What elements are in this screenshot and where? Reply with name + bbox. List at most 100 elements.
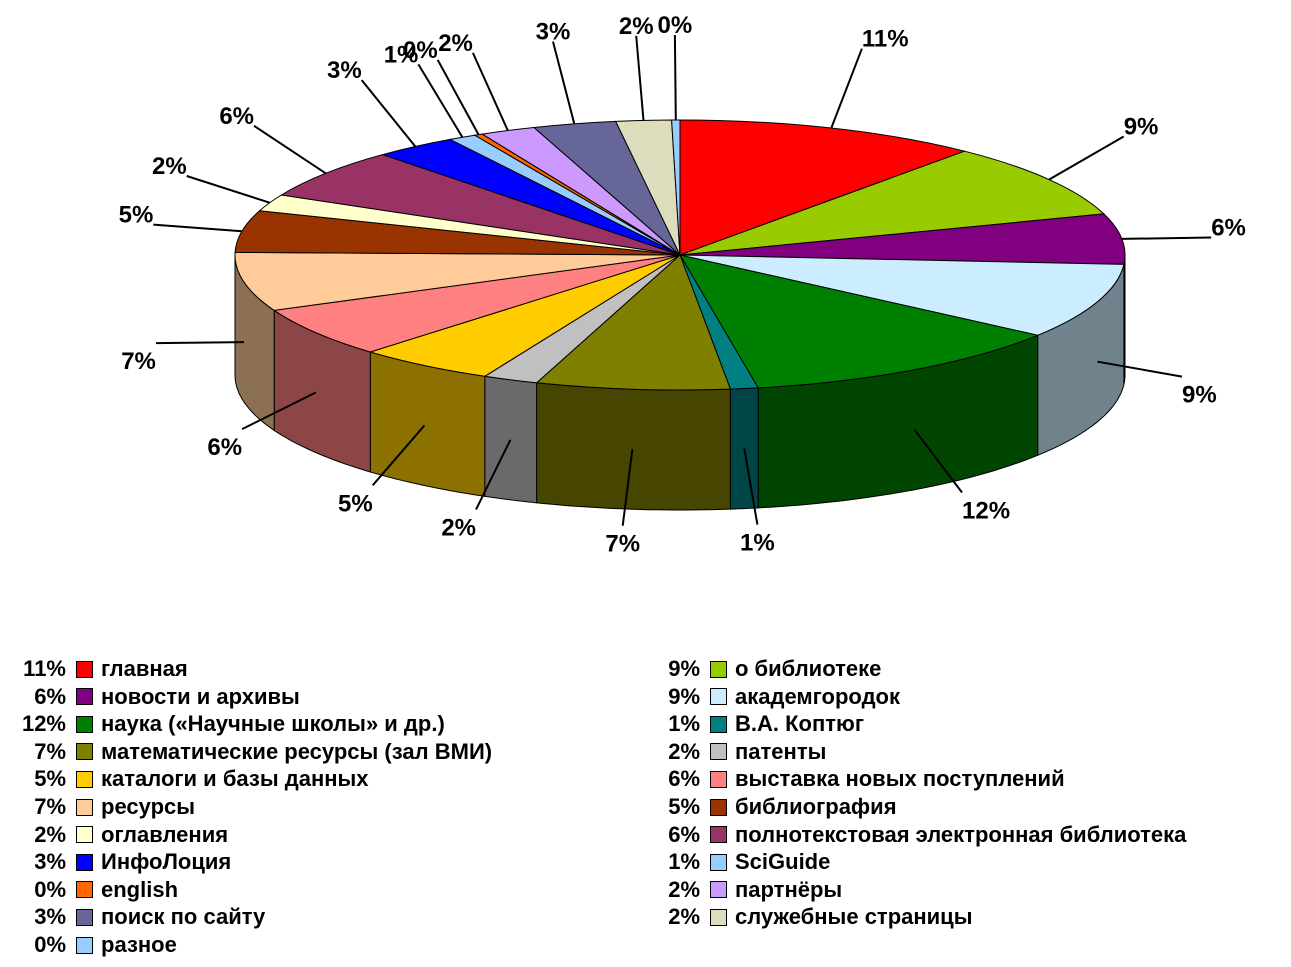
legend-label: каталоги и базы данных bbox=[101, 766, 369, 792]
legend-label: поиск по сайту bbox=[101, 904, 266, 930]
legend-swatch bbox=[710, 715, 727, 733]
legend-item-left-10: 0% разное bbox=[0, 931, 177, 959]
legend-percent: 0% bbox=[34, 932, 66, 957]
pie-slice-1 bbox=[679, 150, 1106, 256]
legend-item-left-2: 12% наука («Научные школы» и др.) bbox=[0, 710, 445, 738]
legend-percent: 0% bbox=[34, 876, 66, 902]
data-label-20: 0% bbox=[658, 12, 693, 39]
leader-line-3 bbox=[1097, 360, 1183, 378]
legend-swatch bbox=[710, 660, 727, 678]
data-label-19: 2% bbox=[619, 13, 654, 40]
pie-slice-13 bbox=[279, 154, 681, 256]
leader-line-14 bbox=[360, 79, 417, 148]
pie-slice-10 bbox=[234, 251, 681, 311]
legend-percent: 1% bbox=[668, 849, 700, 875]
legend-percent: 9% bbox=[668, 656, 700, 681]
legend-item-right-3: 2% патенты bbox=[640, 738, 826, 766]
legend-item-left-5: 7% ресурсы bbox=[0, 793, 195, 821]
legend-percent: 2% bbox=[668, 904, 700, 930]
data-label-12: 2% bbox=[152, 153, 187, 180]
legend-item-right-6: 6% полнотекстовая электронная библиотека bbox=[640, 821, 1186, 849]
pie-top bbox=[234, 119, 1126, 391]
legend-swatch bbox=[710, 826, 727, 844]
legend-label: В.А. Коптюг bbox=[735, 711, 864, 737]
leader-line-4 bbox=[913, 429, 963, 494]
legend-percent: 2% bbox=[34, 821, 66, 847]
data-label-13: 6% bbox=[219, 103, 254, 130]
legend-item-left-1: 6% новости и архивы bbox=[0, 683, 300, 711]
legend-percent: 3% bbox=[34, 904, 66, 930]
legend-label: оглавления bbox=[101, 821, 229, 847]
pie-side-5 bbox=[729, 387, 759, 510]
data-label-5: 1% bbox=[740, 530, 775, 557]
data-label-2: 6% bbox=[1211, 215, 1246, 242]
legend-label: партнёры bbox=[735, 876, 843, 902]
legend-swatch bbox=[710, 908, 727, 926]
legend-percent: 6% bbox=[668, 821, 700, 847]
legend-item-left-6: 2% оглавления bbox=[0, 821, 228, 849]
legend-percent: 5% bbox=[668, 794, 700, 819]
leader-line-0 bbox=[830, 48, 863, 129]
leader-line-7 bbox=[475, 439, 512, 511]
legend-item-right-9: 2% служебные страницы bbox=[640, 903, 973, 931]
data-label-15: 1% bbox=[384, 41, 419, 68]
legend-item-right-4: 6% выставка новых поступлений bbox=[640, 765, 1065, 793]
pie-slice-6 bbox=[535, 254, 732, 391]
legend-label: математические ресурсы (зал ВМИ) bbox=[101, 738, 493, 764]
data-label-9: 6% bbox=[207, 434, 242, 461]
leader-line-18 bbox=[552, 41, 576, 125]
data-label-7: 2% bbox=[441, 515, 476, 542]
legend-swatch bbox=[76, 908, 93, 926]
legend-label: главная bbox=[101, 656, 188, 681]
legend-swatch bbox=[710, 688, 727, 706]
legend-label: english bbox=[101, 876, 179, 902]
legend-swatch bbox=[76, 936, 93, 954]
legend-percent: 2% bbox=[668, 876, 700, 902]
legend-item-left-0: 11% главная bbox=[0, 655, 188, 683]
legend-item-right-1: 9% академгородок bbox=[640, 683, 900, 711]
legend-label: наука («Научные школы» и др.) bbox=[101, 711, 445, 737]
leader-line-9 bbox=[241, 391, 317, 430]
legend-percent: 7% bbox=[34, 794, 66, 819]
legend-item-left-8: 0% english bbox=[0, 876, 178, 904]
legend-swatch bbox=[710, 743, 727, 761]
legend-item-left-7: 3% ИнфоЛоция bbox=[0, 848, 231, 876]
legend-label: служебные страницы bbox=[735, 904, 973, 930]
leader-line-11 bbox=[153, 223, 242, 233]
data-label-18: 3% bbox=[536, 19, 571, 46]
legend-item-left-4: 5% каталоги и базы данных bbox=[0, 765, 369, 793]
leader-line-10 bbox=[155, 341, 245, 345]
data-label-3: 9% bbox=[1182, 382, 1217, 409]
pie-slice-9 bbox=[272, 254, 681, 353]
legend-label: ИнфоЛоция bbox=[101, 849, 232, 875]
leader-line-2 bbox=[1121, 236, 1212, 240]
leader-lines bbox=[153, 34, 1212, 526]
legend-swatch bbox=[76, 743, 93, 761]
pie-slice-4 bbox=[678, 254, 1040, 389]
data-label-16: 0% bbox=[403, 37, 438, 64]
legend-label: выставка новых поступлений bbox=[735, 766, 1065, 792]
legend-item-right-8: 2% партнёры bbox=[640, 876, 842, 904]
leader-line-20 bbox=[673, 34, 677, 121]
legend-label: о библиотеке bbox=[735, 656, 882, 681]
legend-item-right-5: 5% библиография bbox=[640, 793, 896, 821]
data-label-0: 11% bbox=[862, 26, 909, 53]
leader-line-12 bbox=[186, 175, 271, 204]
legend-label: новости и архивы bbox=[101, 683, 300, 709]
legend-swatch bbox=[76, 715, 93, 733]
pie-slice-0 bbox=[679, 119, 967, 256]
legend-item-left-3: 7% математические ресурсы (зал ВМИ) bbox=[0, 738, 492, 766]
legend-swatch bbox=[76, 881, 93, 899]
leader-line-6 bbox=[621, 449, 634, 526]
legend-percent: 2% bbox=[668, 738, 700, 764]
data-label-4: 12% bbox=[962, 498, 1010, 525]
data-label-17: 2% bbox=[438, 30, 473, 57]
pie-chart: 11%9%6%9%12%1%7%2%5%6%7%5%2%6%3%1%0% 2% 3%… bbox=[119, 12, 1246, 558]
legend-item-right-2: 1% В.А. Коптюг bbox=[640, 710, 864, 738]
legend-percent: 6% bbox=[34, 683, 66, 709]
data-label-14: 3% bbox=[327, 57, 362, 84]
pie-side-6 bbox=[536, 382, 731, 511]
legend-percent: 5% bbox=[34, 766, 66, 792]
legend-percent: 9% bbox=[668, 683, 700, 709]
legend-label: академгородок bbox=[735, 683, 900, 709]
